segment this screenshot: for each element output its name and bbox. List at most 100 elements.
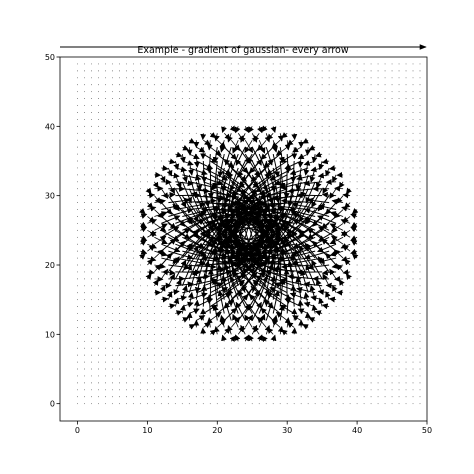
arrow-dot xyxy=(405,181,407,183)
arrow-dot xyxy=(335,347,337,349)
arrow-dot xyxy=(244,112,246,113)
quiver-arrow xyxy=(147,192,156,199)
quiver-arrow xyxy=(175,281,194,288)
quiver-arrow xyxy=(212,160,219,190)
arrow-dot xyxy=(174,63,176,65)
arrow-dot xyxy=(405,243,407,245)
arrow-dot xyxy=(419,236,421,238)
quiver-arrow xyxy=(252,167,281,188)
arrow-dot xyxy=(279,112,281,113)
arrow-dot xyxy=(307,98,309,100)
arrow-dot xyxy=(111,264,113,266)
quiver-arrow xyxy=(268,257,309,265)
arrow-dot xyxy=(125,188,127,190)
arrow-dot xyxy=(139,382,141,384)
arrow-dot xyxy=(391,382,393,384)
arrow-dot xyxy=(230,361,232,363)
arrow-dot xyxy=(349,354,351,356)
arrow-dot xyxy=(328,118,330,120)
arrow-dot xyxy=(132,257,134,259)
arrow-dot xyxy=(377,333,379,335)
arrow-dot xyxy=(167,105,169,106)
arrow-dot xyxy=(111,347,113,349)
quiver-arrow xyxy=(188,232,211,266)
arrow-dot xyxy=(181,396,183,398)
arrow-dot xyxy=(328,139,330,141)
arrow-dot xyxy=(97,118,99,120)
arrow-dot xyxy=(307,396,309,398)
arrow-dot xyxy=(384,70,386,72)
arrow-dot xyxy=(405,250,407,252)
quiver-arrow xyxy=(311,153,318,164)
arrow-dot xyxy=(244,91,246,93)
quiver-arrow xyxy=(321,303,330,310)
arrow-dot xyxy=(84,236,85,238)
arrow-dot xyxy=(419,278,421,280)
arrow-dot xyxy=(111,306,113,308)
arrow-dot xyxy=(216,382,218,384)
arrow-dot xyxy=(118,271,120,273)
arrow-dot xyxy=(349,340,351,342)
arrow-dot xyxy=(335,320,337,321)
arrow-dot xyxy=(132,396,134,398)
arrow-dot xyxy=(139,202,141,204)
quiver-arrow xyxy=(325,202,337,215)
arrow-dot xyxy=(77,292,78,294)
arrow-dot xyxy=(111,320,113,321)
arrow-dot xyxy=(174,91,176,93)
arrow-dot xyxy=(146,84,148,86)
arrow-dot xyxy=(272,389,274,391)
arrow-dot xyxy=(118,236,120,238)
arrow-dot xyxy=(209,105,211,106)
arrow-dot xyxy=(335,403,337,405)
arrow-dot xyxy=(97,243,99,245)
quiver-arrow xyxy=(216,299,235,314)
quiver-arrow xyxy=(175,257,206,266)
arrow-dot xyxy=(377,167,379,169)
arrow-dot xyxy=(349,174,351,176)
arrow-dot xyxy=(111,250,113,252)
arrow-dot xyxy=(419,132,421,134)
arrow-dot xyxy=(91,306,92,308)
arrow-dot xyxy=(84,257,85,259)
arrow-dot xyxy=(405,202,407,204)
arrow-dot xyxy=(244,98,246,100)
arrow-dot xyxy=(174,368,176,370)
arrow-dot xyxy=(391,91,393,93)
arrow-dot xyxy=(111,132,113,134)
arrow-dot xyxy=(230,375,232,377)
arrow-dot xyxy=(384,202,386,204)
arrow-dot xyxy=(356,347,358,349)
arrow-dot xyxy=(160,306,162,308)
quiver-arrow xyxy=(317,256,330,273)
arrow-dot xyxy=(111,105,113,106)
quiver-arrow xyxy=(275,311,288,321)
arrow-dot xyxy=(153,167,155,169)
quiver-arrow xyxy=(229,335,236,343)
arrow-dot xyxy=(328,347,330,349)
arrow-dot xyxy=(251,389,253,391)
arrow-dot xyxy=(84,188,85,190)
quiver-arrow xyxy=(308,317,316,323)
arrow-dot xyxy=(195,389,197,391)
arrow-dot xyxy=(91,271,92,273)
arrow-dot xyxy=(84,139,85,141)
arrow-dot xyxy=(125,250,127,252)
quiver-arrow xyxy=(307,197,330,204)
arrow-dot xyxy=(174,98,176,100)
arrow-dot xyxy=(77,112,78,113)
arrow-dot xyxy=(328,313,330,314)
arrow-dot xyxy=(181,132,183,134)
y-tick-label: 0 xyxy=(50,400,55,409)
arrow-dot xyxy=(300,70,302,72)
arrow-dot xyxy=(139,354,141,356)
arrow-dot xyxy=(223,389,225,391)
arrow-dot xyxy=(91,209,92,210)
arrow-dot xyxy=(258,368,260,370)
arrow-dot xyxy=(398,63,400,65)
arrow-dot xyxy=(237,118,239,120)
quiver-arrow xyxy=(230,139,241,151)
arrow-dot xyxy=(293,77,295,79)
arrow-dot xyxy=(104,361,106,363)
arrow-dot xyxy=(349,125,351,127)
